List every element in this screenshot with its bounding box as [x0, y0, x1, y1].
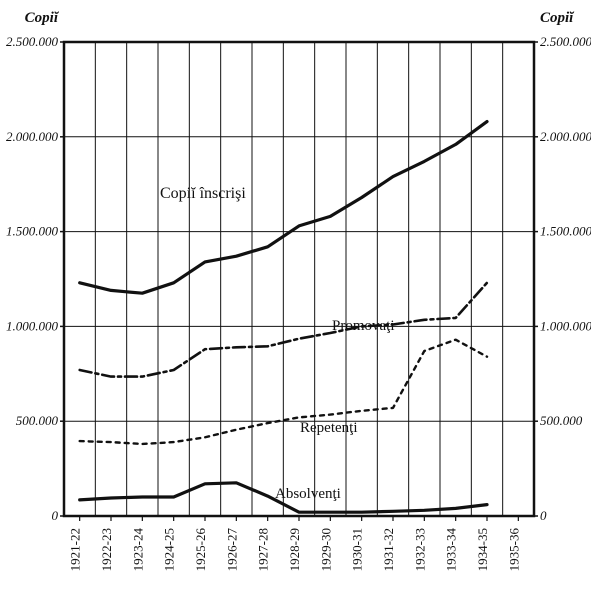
x-tick-label: 1924-25 [162, 528, 177, 571]
y-tick-right: 500.000 [540, 413, 583, 428]
x-tick-label: 1930-31 [350, 528, 365, 571]
x-tick-label: 1926-27 [224, 528, 239, 572]
y-tick-right: 1.500.000 [540, 224, 591, 239]
y-tick-left: 1.000.000 [6, 318, 59, 333]
x-tick-label: 1925-26 [193, 528, 208, 572]
x-tick-label: 1933-34 [444, 528, 459, 572]
x-tick-label: 1932-33 [412, 528, 427, 571]
x-tick-label: 1929-30 [318, 528, 333, 571]
chart-svg: 0 0 500.000 500.000 1.000.000 1.000.000 1.500.… [0, 0, 591, 600]
y-tick-left: 1.500.000 [6, 224, 59, 239]
series-label: Repetenţi [300, 420, 357, 436]
y-tick-left: 2.500.000 [6, 34, 59, 49]
y-axis-title-left: Copiĭ [25, 10, 60, 26]
series-label: Absolvenţi [275, 486, 341, 502]
x-tick-label: 1931-32 [381, 528, 396, 571]
x-tick-label: 1934-35 [475, 528, 490, 571]
y-tick-left: 0 [52, 508, 59, 523]
x-tick-label: 1921-22 [68, 528, 83, 571]
y-tick-right: 0 [540, 508, 547, 523]
chart-container: 0 0 500.000 500.000 1.000.000 1.000.000 1.500.… [0, 0, 591, 600]
x-tick-label: 1923-24 [130, 528, 145, 572]
series-label: Promovaţi [332, 318, 395, 334]
y-tick-right: 2.500.000 [540, 34, 591, 49]
x-tick-label: 1927-28 [256, 528, 271, 571]
y-axis-title-right: Copiĭ [540, 10, 575, 26]
y-tick-right: 1.000.000 [540, 318, 591, 333]
x-tick-label: 1928-29 [287, 528, 302, 571]
y-tick-left: 500.000 [16, 413, 59, 428]
y-tick-right: 2.000.000 [540, 129, 591, 144]
series-label: Copiĭ înscrişi [160, 185, 246, 202]
y-tick-left: 2.000.000 [6, 129, 59, 144]
x-tick-label: 1922-23 [99, 528, 114, 571]
x-tick-label: 1935-36 [506, 528, 521, 572]
